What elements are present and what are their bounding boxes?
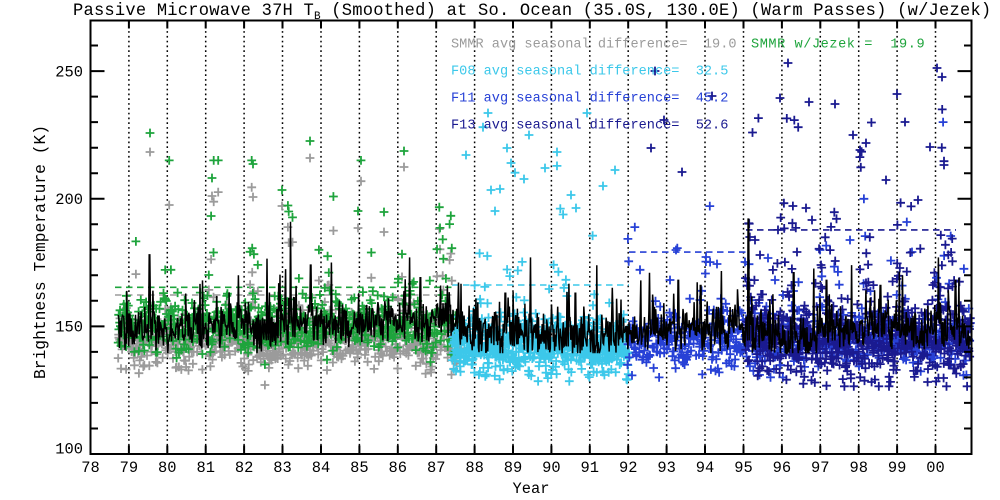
svg-text:90: 90 [542,459,560,477]
svg-text:100: 100 [55,441,83,459]
svg-text:150: 150 [55,319,83,337]
svg-text:82: 82 [235,459,253,477]
svg-text:99: 99 [888,459,906,477]
svg-text:80: 80 [158,459,176,477]
svg-text:91: 91 [581,459,599,477]
svg-text:78: 78 [81,459,99,477]
svg-text:SMMR w/Jezek = 19.9: SMMR w/Jezek = 19.9 [751,38,925,53]
svg-text:Year: Year [513,480,550,498]
svg-text:Passive Microwave 37H TB (Smoo: Passive Microwave 37H TB (Smoothed) at S… [73,2,991,23]
svg-text:96: 96 [773,459,791,477]
svg-text:86: 86 [389,459,407,477]
svg-text:87: 87 [427,459,445,477]
svg-text:95: 95 [734,459,752,477]
svg-text:83: 83 [273,459,291,477]
svg-text:250: 250 [55,63,83,81]
svg-text:89: 89 [504,459,522,477]
svg-text:98: 98 [849,459,867,477]
svg-text:79: 79 [120,459,138,477]
svg-text:94: 94 [696,459,714,477]
svg-text:85: 85 [350,459,368,477]
svg-text:F13 avg seasonal difference=: F13 avg seasonal difference= 52.6 [451,119,728,134]
svg-text:88: 88 [465,459,483,477]
svg-text:93: 93 [657,459,675,477]
svg-text:F11 avg seasonal difference=: F11 avg seasonal difference= 45.2 [451,92,728,107]
svg-text:97: 97 [811,459,829,477]
svg-text:92: 92 [619,459,637,477]
svg-text:00: 00 [926,459,944,477]
svg-text:84: 84 [312,459,330,477]
svg-text:F08 avg seasonal difference=: F08 avg seasonal difference= 32.5 [451,65,728,80]
svg-text:SMMR avg seasonal difference=: SMMR avg seasonal difference= 19.0 [451,38,737,53]
svg-text:200: 200 [55,191,83,209]
svg-text:Brightness Temperature (K): Brightness Temperature (K) [31,125,50,379]
svg-text:81: 81 [196,459,214,477]
